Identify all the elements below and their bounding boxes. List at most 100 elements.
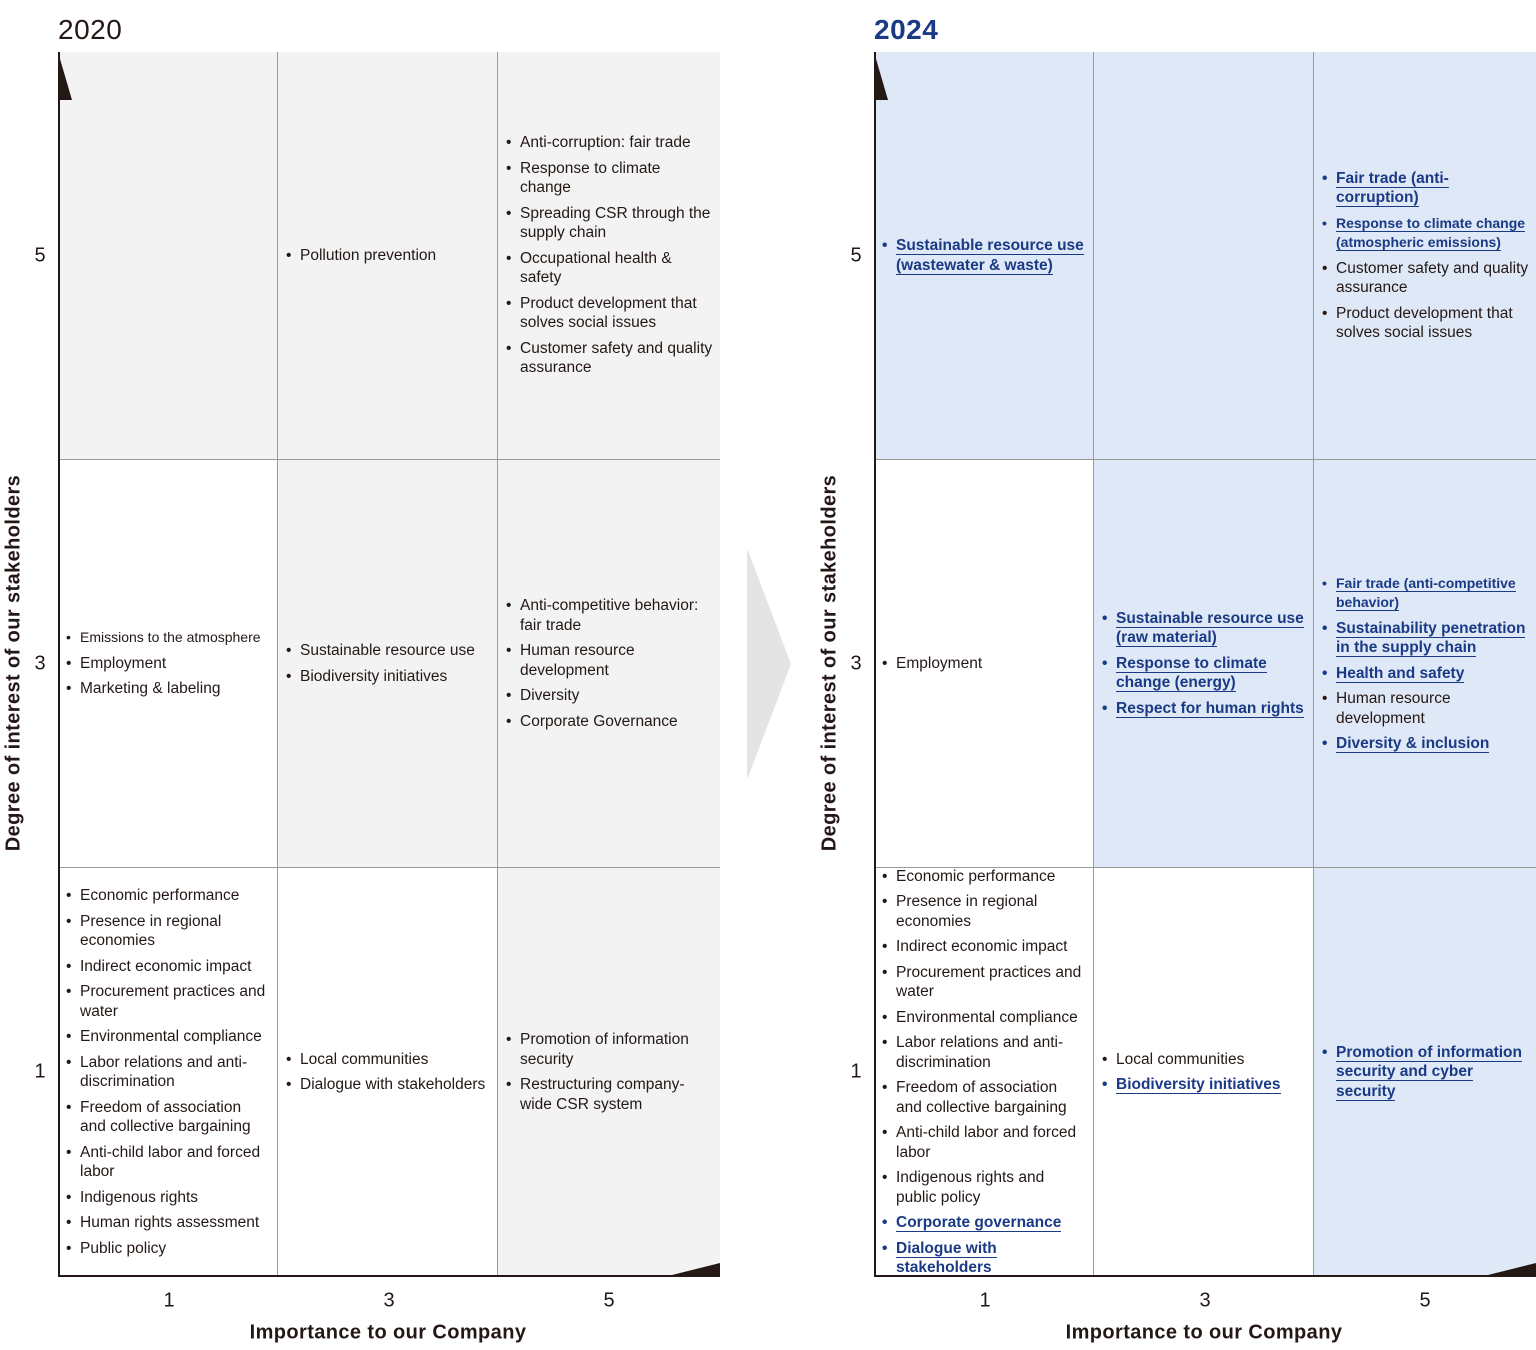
y-tick: 1 xyxy=(34,1060,46,1083)
topic-item-highlighted: Sustainable resource use (raw material) xyxy=(1102,609,1307,648)
y-tick: 1 xyxy=(850,1060,862,1083)
y-tick: 3 xyxy=(34,652,46,675)
topic-item: Environmental compliance xyxy=(66,1027,271,1047)
topic-item: Freedom of association and collective ba… xyxy=(66,1098,271,1137)
year-title: 2024 xyxy=(874,14,939,45)
topic-item: Product development that solves social i… xyxy=(506,294,714,333)
cell-r1-c0: Employment xyxy=(874,460,1094,868)
topic-list: Sustainable resource use Biodiversity ini… xyxy=(286,635,491,692)
x-axis-line xyxy=(58,1275,720,1277)
y-axis-line xyxy=(58,52,60,1277)
topic-item: Promotion of information security xyxy=(506,1030,714,1069)
materiality-grid: Pollution prevention Anti-corruption: fa… xyxy=(58,52,720,1276)
topic-item: Anti-child labor and forced labor xyxy=(66,1143,271,1182)
topic-item-highlighted: Promotion of information security and cy… xyxy=(1322,1043,1530,1102)
y-axis-label: Degree of interest of our stakeholders xyxy=(2,474,25,852)
topic-item: Human rights assessment xyxy=(66,1213,271,1233)
panel-2020: 2020 Degree of interest of our stakehold… xyxy=(0,0,720,1350)
topic-item: Indirect economic impact xyxy=(882,937,1087,957)
topic-list: Economic performance Presence in regional… xyxy=(66,880,271,1264)
cell-r2-c1: Local communities Dialogue with stakehold… xyxy=(278,868,498,1276)
panel-2024: 2024 Degree of interest of our stakehold… xyxy=(816,0,1536,1350)
x-tick: 3 xyxy=(383,1289,395,1312)
topic-item: Environmental compliance xyxy=(882,1008,1087,1028)
y-axis-arrow-icon xyxy=(874,52,888,100)
topic-list: Sustainable resource use (wastewater & w… xyxy=(882,230,1087,281)
topic-item-highlighted: Dialogue with stakeholders xyxy=(882,1239,1087,1278)
cell-r2-c0: Economic performance Presence in regional… xyxy=(58,868,278,1276)
topic-item: Sustainable resource use xyxy=(286,641,491,661)
topic-list: Promotion of information security and cy… xyxy=(1322,1037,1530,1108)
cell-r0-c2: Fair trade (anti-corruption) Response to … xyxy=(1314,52,1536,460)
topic-item: Biodiversity initiatives xyxy=(286,667,491,687)
cell-r0-c1: Pollution prevention xyxy=(278,52,498,460)
topic-item: Customer safety and quality assurance xyxy=(1322,259,1530,298)
topic-item: Indirect economic impact xyxy=(66,957,271,977)
topic-list: Fair trade (anti-corruption) Response to … xyxy=(1322,163,1530,349)
topic-item: Restructuring company-wide CSR system xyxy=(506,1075,714,1114)
y-axis-arrow-icon xyxy=(58,52,72,100)
topic-item: Spreading CSR through the supply chain xyxy=(506,204,714,243)
topic-item: Indigenous rights and public policy xyxy=(882,1168,1087,1207)
topic-item-highlighted: Fair trade (anti-competitive behavior) xyxy=(1322,574,1530,613)
topic-list: Sustainable resource use (raw material) R… xyxy=(1102,603,1307,725)
topic-item: Customer safety and quality assurance xyxy=(506,339,714,378)
x-axis-label: Importance to our Company xyxy=(249,1321,527,1344)
topic-item: Presence in regional economies xyxy=(66,912,271,951)
y-tick: 3 xyxy=(850,652,862,675)
cell-r1-c2: Anti-competitive behavior: fair trade Hum… xyxy=(498,460,720,868)
cell-r2-c0: Economic performance Presence in regional… xyxy=(874,867,1094,1277)
topic-item: Labor relations and anti-discrimination xyxy=(882,1033,1087,1072)
topic-item: Presence in regional economies xyxy=(882,892,1087,931)
topic-item-highlighted: Corporate governance xyxy=(882,1213,1087,1233)
x-tick: 3 xyxy=(1199,1289,1211,1312)
y-tick: 5 xyxy=(34,244,46,267)
topic-list: Pollution prevention xyxy=(286,240,491,272)
topic-item-highlighted: Respect for human rights xyxy=(1102,699,1307,719)
transition-arrow-icon xyxy=(747,548,791,780)
topic-item-highlighted: Sustainable resource use (wastewater & w… xyxy=(882,236,1087,275)
topic-item: Procurement practices and water xyxy=(882,963,1087,1002)
topic-item: Employment xyxy=(66,654,271,674)
topic-item: Emissions to the atmosphere xyxy=(66,628,271,648)
topic-list: Economic performance Presence in regional… xyxy=(882,861,1087,1284)
cell-r1-c2: Fair trade (anti-competitive behavior) Su… xyxy=(1314,460,1536,868)
x-axis-label: Importance to our Company xyxy=(1065,1321,1343,1344)
topic-item: Marketing & labeling xyxy=(66,679,271,699)
topic-item: Anti-child labor and forced labor xyxy=(882,1123,1087,1162)
year-title: 2020 xyxy=(58,14,123,45)
cell-r0-c1 xyxy=(1094,52,1314,460)
topic-item: Indigenous rights xyxy=(66,1188,271,1208)
cell-r1-c0: Emissions to the atmosphere Employment Mar… xyxy=(58,460,278,868)
topic-item-highlighted: Fair trade (anti-corruption) xyxy=(1322,169,1530,208)
topic-item-highlighted: Biodiversity initiatives xyxy=(1102,1075,1307,1095)
x-tick: 5 xyxy=(1419,1289,1431,1312)
cell-r2-c2: Promotion of information security and cy… xyxy=(1314,868,1536,1276)
topic-item: Response to climate change xyxy=(506,159,714,198)
topic-item-highlighted: Response to climate change (atmospheric … xyxy=(1322,214,1530,253)
topic-item: Public policy xyxy=(66,1239,271,1259)
topic-list: Fair trade (anti-competitive behavior) Su… xyxy=(1322,568,1530,760)
topic-list: Promotion of information security Restruc… xyxy=(506,1024,714,1120)
topic-item: Dialogue with stakeholders xyxy=(286,1075,491,1095)
cell-r2-c1: Local communities Biodiversity initiative… xyxy=(1094,868,1314,1276)
x-tick: 1 xyxy=(979,1289,991,1312)
x-tick: 1 xyxy=(163,1289,175,1312)
topic-item-highlighted: Health and safety xyxy=(1322,664,1530,684)
topic-item: Corporate Governance xyxy=(506,712,714,732)
topic-item: Economic performance xyxy=(66,886,271,906)
topic-item: Pollution prevention xyxy=(286,246,491,266)
topic-item: Occupational health & safety xyxy=(506,249,714,288)
topic-item: Local communities xyxy=(286,1050,491,1070)
y-axis-label: Degree of interest of our stakeholders xyxy=(818,474,841,852)
materiality-grid: Sustainable resource use (wastewater & w… xyxy=(874,52,1536,1277)
y-axis-line xyxy=(874,52,876,1277)
topic-item: Employment xyxy=(882,654,1087,674)
x-axis-arrow-icon xyxy=(672,1263,720,1275)
topic-list: Employment xyxy=(882,648,1087,680)
topic-list: Local communities Dialogue with stakehold… xyxy=(286,1044,491,1101)
x-tick: 5 xyxy=(603,1289,615,1312)
cell-r1-c1: Sustainable resource use Biodiversity ini… xyxy=(278,460,498,868)
cell-r0-c0: Sustainable resource use (wastewater & w… xyxy=(874,52,1094,460)
topic-item: Anti-competitive behavior: fair trade xyxy=(506,596,714,635)
